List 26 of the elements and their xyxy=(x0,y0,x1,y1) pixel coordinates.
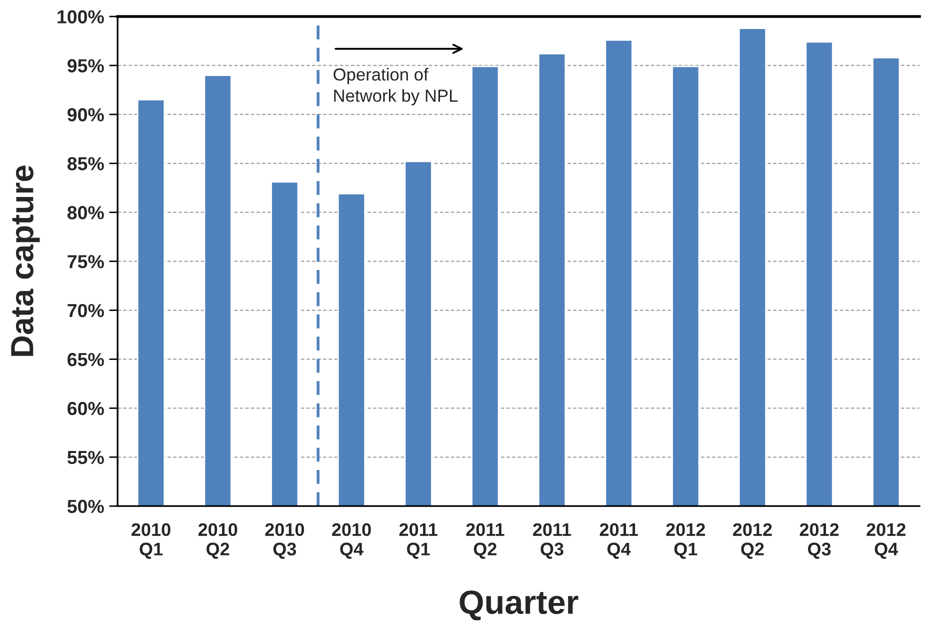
y-tick-label: 65% xyxy=(68,352,104,366)
x-tick-label: 2012 Q4 xyxy=(866,523,906,559)
y-tick-label: 75% xyxy=(68,255,104,268)
x-tick-label: 2012 Q1 xyxy=(666,523,705,559)
y-tick-label: 70% xyxy=(68,304,104,318)
x-tick-label: 2010 Q4 xyxy=(332,523,371,559)
y-tick-label: 95% xyxy=(68,59,104,72)
x-tick-label: 2010 Q2 xyxy=(198,523,238,559)
y-tick-label: 90% xyxy=(68,108,104,122)
y-axis-title: Data capture xyxy=(11,166,40,356)
y-tick-label: 55% xyxy=(67,450,104,464)
y-tick-label: 100% xyxy=(58,10,104,24)
x-tick-label: 2012 Q3 xyxy=(800,523,839,559)
x-tick-label: 2011 Q3 xyxy=(533,523,572,559)
x-axis-title: Quarter xyxy=(460,590,578,620)
x-tick-label: 2010 Q3 xyxy=(265,523,304,559)
y-tick-label: 85% xyxy=(67,157,104,170)
x-tick-label: 2012 Q2 xyxy=(732,523,772,559)
x-tick-label: 2011 Q2 xyxy=(466,523,504,559)
x-tick-label: 2010 Q1 xyxy=(132,523,170,559)
y-tick-label: 50% xyxy=(67,500,104,514)
y-tick-label: 60% xyxy=(68,402,104,416)
annotation: Operation of Network by NPL xyxy=(334,68,458,106)
y-tick-label: 80% xyxy=(67,206,104,220)
x-tick-label: 2011 Q4 xyxy=(600,523,638,559)
x-tick-label: 2011 Q1 xyxy=(399,523,438,559)
